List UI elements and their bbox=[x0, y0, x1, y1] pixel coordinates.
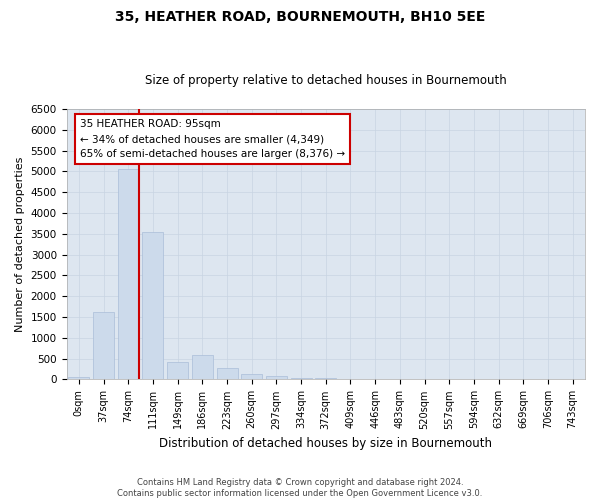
X-axis label: Distribution of detached houses by size in Bournemouth: Distribution of detached houses by size … bbox=[159, 437, 492, 450]
Bar bbox=[217, 368, 238, 380]
Text: 35, HEATHER ROAD, BOURNEMOUTH, BH10 5EE: 35, HEATHER ROAD, BOURNEMOUTH, BH10 5EE bbox=[115, 10, 485, 24]
Bar bbox=[68, 378, 89, 380]
Bar bbox=[93, 312, 114, 380]
Bar bbox=[142, 232, 163, 380]
Bar bbox=[315, 378, 336, 380]
Bar bbox=[290, 378, 311, 380]
Title: Size of property relative to detached houses in Bournemouth: Size of property relative to detached ho… bbox=[145, 74, 506, 87]
Text: Contains HM Land Registry data © Crown copyright and database right 2024.
Contai: Contains HM Land Registry data © Crown c… bbox=[118, 478, 482, 498]
Bar bbox=[192, 355, 213, 380]
Bar bbox=[241, 374, 262, 380]
Bar bbox=[167, 362, 188, 380]
Bar bbox=[118, 170, 139, 380]
Bar bbox=[340, 379, 361, 380]
Text: 35 HEATHER ROAD: 95sqm
← 34% of detached houses are smaller (4,349)
65% of semi-: 35 HEATHER ROAD: 95sqm ← 34% of detached… bbox=[80, 120, 345, 159]
Y-axis label: Number of detached properties: Number of detached properties bbox=[15, 156, 25, 332]
Bar bbox=[266, 376, 287, 380]
